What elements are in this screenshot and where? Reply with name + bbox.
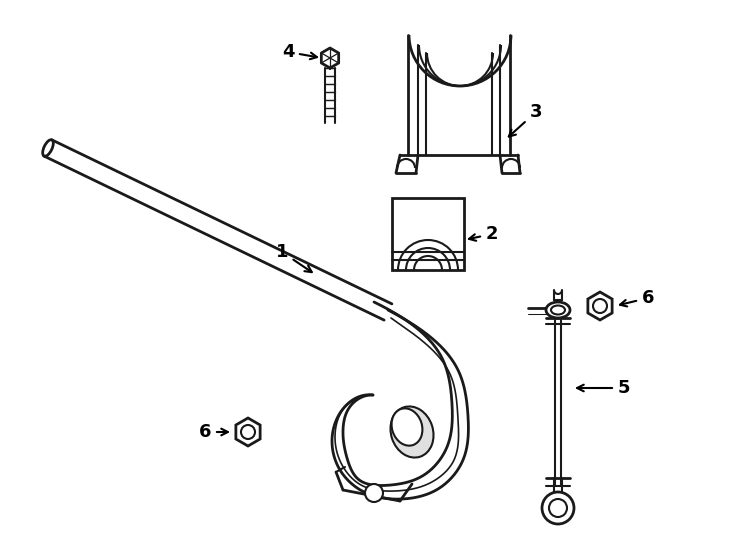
Text: 1: 1	[276, 243, 312, 272]
Text: 6: 6	[199, 423, 228, 441]
Circle shape	[542, 492, 574, 524]
Text: 5: 5	[577, 379, 631, 397]
Ellipse shape	[546, 302, 570, 318]
Circle shape	[365, 484, 383, 502]
Circle shape	[241, 425, 255, 439]
Ellipse shape	[391, 408, 423, 446]
Bar	[392, 198, 464, 270]
Text: 6: 6	[620, 289, 654, 307]
Circle shape	[593, 299, 607, 313]
Text: 4: 4	[282, 43, 317, 61]
Polygon shape	[588, 292, 612, 320]
Ellipse shape	[390, 407, 434, 457]
Text: 3: 3	[509, 103, 542, 137]
Ellipse shape	[551, 306, 565, 314]
Text: 2: 2	[469, 225, 498, 243]
Polygon shape	[236, 418, 260, 446]
Ellipse shape	[43, 140, 54, 156]
Circle shape	[549, 499, 567, 517]
